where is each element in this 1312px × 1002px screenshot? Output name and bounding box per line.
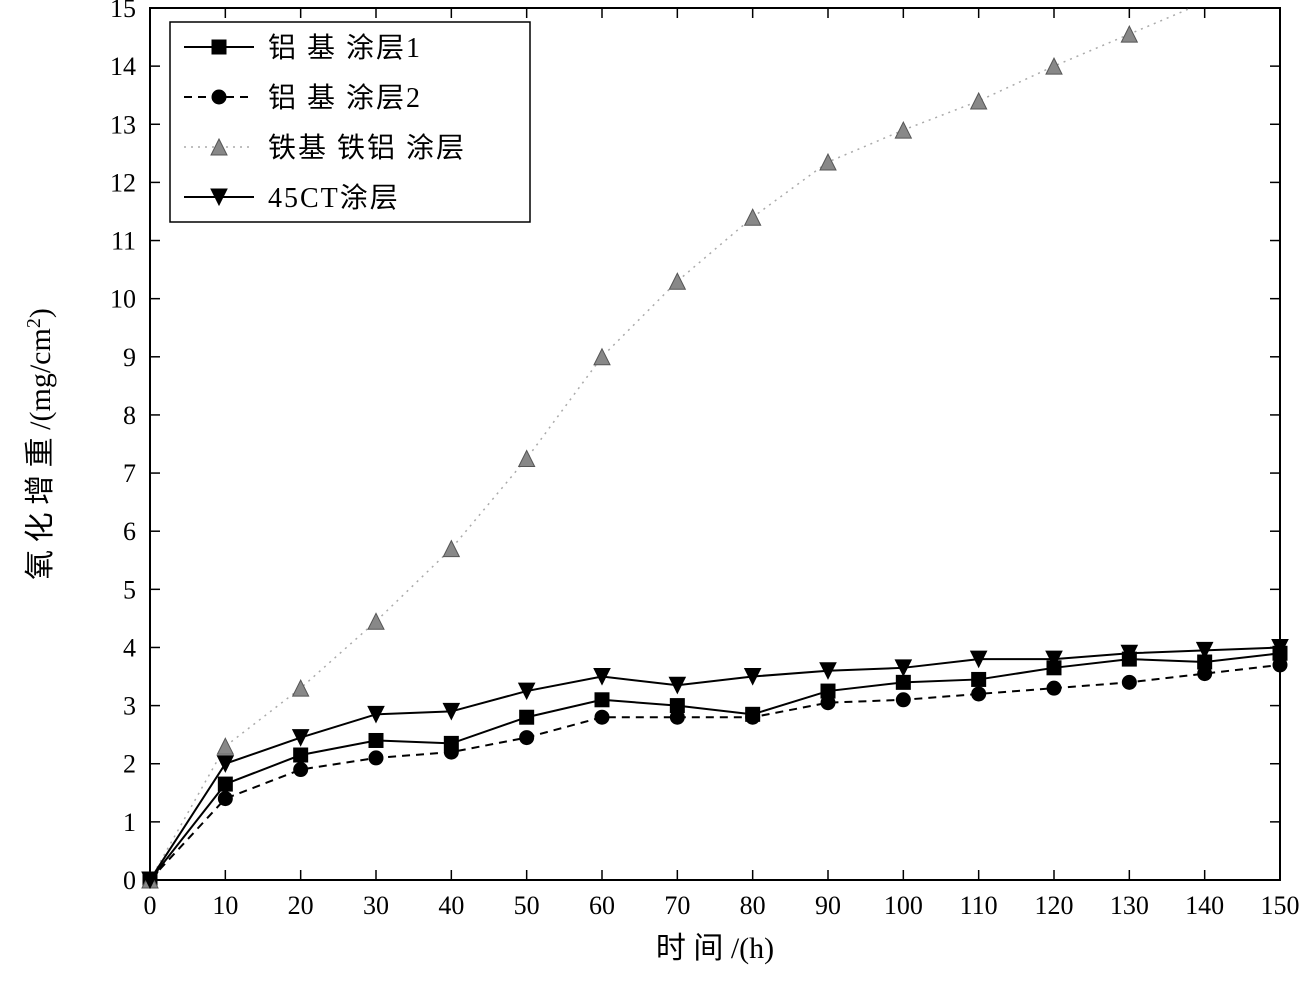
x-tick-label: 130 [1110,891,1149,920]
marker-triangle-up [971,93,987,109]
marker-circle [1047,681,1061,695]
series-line-s2 [150,665,1280,880]
y-axis-label-group: 氧 化 增 重 /(mg/cm2) [23,308,57,580]
x-tick-label: 140 [1185,891,1224,920]
y-axis-label: 氧 化 增 重 /(mg/cm2) [23,308,57,580]
x-axis-label: 时 间 /(h) [656,932,774,965]
marker-triangle-up [293,680,309,696]
y-tick-label: 10 [110,285,136,314]
legend-label: 铝 基 涂层1 [268,32,422,64]
marker-square [218,777,232,791]
y-tick-label: 7 [123,459,136,488]
marker-triangle-down [217,756,233,772]
y-tick-label: 12 [110,168,136,197]
marker-circle [444,745,458,759]
y-tick-label: 8 [123,401,136,430]
marker-square [294,748,308,762]
marker-triangle-up [820,154,836,170]
marker-triangle-up [1046,58,1062,74]
marker-circle [746,710,760,724]
marker-triangle-up [217,738,233,754]
x-tick-label: 80 [740,891,766,920]
x-tick-label: 100 [884,891,923,920]
marker-circle [1273,658,1287,672]
x-tick-label: 20 [288,891,314,920]
x-tick-label: 0 [144,891,157,920]
marker-square [972,672,986,686]
marker-circle [1122,675,1136,689]
marker-circle [1198,667,1212,681]
marker-triangle-down [293,730,309,746]
y-tick-label: 4 [123,633,136,662]
x-tick-label: 120 [1035,891,1074,920]
marker-triangle-up [895,122,911,138]
marker-circle [369,751,383,765]
marker-circle [212,90,226,104]
marker-circle [896,693,910,707]
series-line-s4 [150,647,1280,880]
marker-circle [972,687,986,701]
x-tick-label: 70 [664,891,690,920]
marker-triangle-down [519,683,535,699]
marker-circle [520,731,534,745]
marker-triangle-up [519,451,535,467]
marker-triangle-up [594,349,610,365]
y-tick-label: 15 [110,0,136,23]
y-tick-label: 3 [123,692,136,721]
y-tick-label: 2 [123,750,136,779]
y-tick-label: 6 [123,517,136,546]
x-tick-label: 10 [212,891,238,920]
marker-circle [294,763,308,777]
marker-triangle-up [745,209,761,225]
marker-triangle-up [443,541,459,557]
x-tick-label: 50 [514,891,540,920]
y-tick-label: 13 [110,110,136,139]
x-tick-label: 150 [1261,891,1300,920]
marker-circle [821,696,835,710]
x-tick-label: 90 [815,891,841,920]
legend-label: 铁基 铁铝 涂层 [268,132,466,164]
marker-circle [670,710,684,724]
y-tick-label: 0 [123,866,136,895]
y-tick-label: 5 [123,575,136,604]
marker-circle [218,792,232,806]
legend-label: 45CT涂层 [268,182,400,214]
y-tick-label: 11 [111,227,136,256]
legend-label: 铝 基 涂层2 [268,82,422,114]
marker-triangle-up [1121,26,1137,42]
x-tick-label: 40 [438,891,464,920]
y-tick-label: 14 [110,52,136,81]
marker-circle [595,710,609,724]
marker-square [520,710,534,724]
line-chart: 0102030405060708090100110120130140150012… [0,0,1312,1002]
y-tick-label: 9 [123,343,136,372]
marker-square [212,40,226,54]
marker-square [595,693,609,707]
x-tick-label: 110 [960,891,998,920]
marker-square [896,675,910,689]
chart-container: 0102030405060708090100110120130140150012… [0,0,1312,1002]
y-tick-label: 1 [123,808,136,837]
x-tick-label: 30 [363,891,389,920]
x-tick-label: 60 [589,891,615,920]
marker-square [369,733,383,747]
